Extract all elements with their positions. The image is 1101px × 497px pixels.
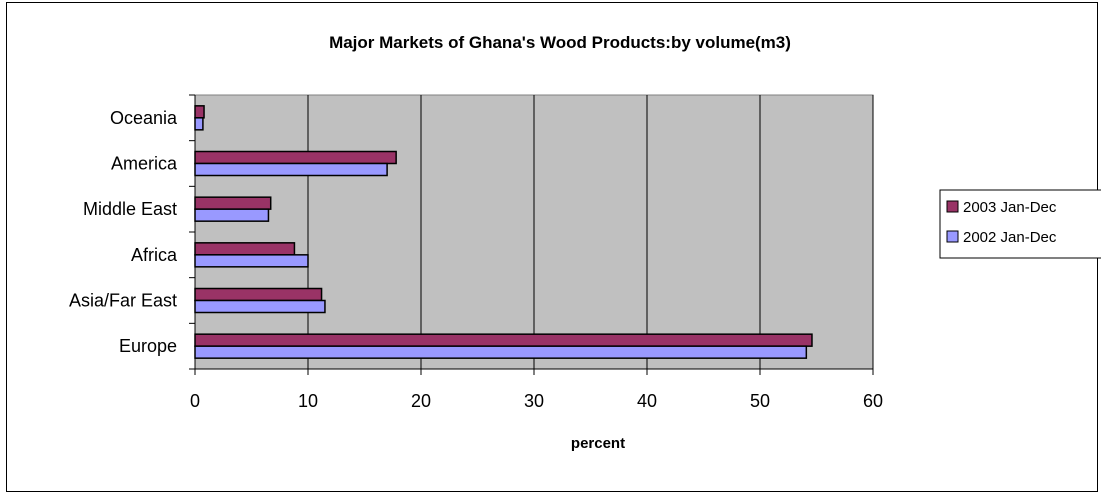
bar bbox=[194, 196, 272, 210]
x-tick-label: 50 bbox=[750, 391, 770, 411]
bar bbox=[194, 345, 808, 359]
bar bbox=[194, 150, 397, 165]
category-label: Europe bbox=[119, 336, 177, 356]
legend-label: 2003 Jan-Dec bbox=[963, 199, 1057, 216]
category-label: Middle East bbox=[83, 199, 177, 219]
bar bbox=[194, 105, 205, 119]
x-tick-label: 30 bbox=[524, 391, 544, 411]
y-axis: Oceania America Middle East Africa Asia/Far … bbox=[69, 94, 196, 370]
x-axis-title: percent bbox=[571, 435, 625, 452]
category-label: Asia/Far East bbox=[69, 291, 177, 311]
x-axis: 0 10 20 30 40 50 60 bbox=[190, 368, 883, 411]
legend-label: 2002 Jan-Dec bbox=[963, 229, 1057, 246]
bar bbox=[194, 242, 296, 256]
legend-swatch bbox=[946, 230, 959, 243]
bar bbox=[194, 254, 309, 268]
bar bbox=[194, 299, 326, 314]
legend: 2003 Jan-Dec 2002 Jan-Dec bbox=[939, 189, 1101, 259]
chart-title: Major Markets of Ghana's Wood Products:b… bbox=[329, 33, 791, 52]
bar bbox=[194, 162, 388, 177]
legend-swatch bbox=[946, 200, 959, 213]
category-label: Oceania bbox=[110, 108, 178, 128]
x-tick-label: 20 bbox=[411, 391, 431, 411]
grid-lines bbox=[307, 95, 874, 369]
category-label: America bbox=[111, 154, 178, 174]
bar bbox=[194, 333, 813, 347]
bar bbox=[194, 287, 323, 302]
bar bbox=[194, 208, 270, 222]
legend-box bbox=[939, 189, 1101, 259]
category-label: Africa bbox=[131, 245, 178, 265]
x-tick-label: 10 bbox=[298, 391, 318, 411]
x-tick-label: 0 bbox=[190, 391, 200, 411]
x-tick-label: 60 bbox=[863, 391, 883, 411]
x-tick-label: 40 bbox=[637, 391, 657, 411]
bar bbox=[194, 117, 204, 131]
